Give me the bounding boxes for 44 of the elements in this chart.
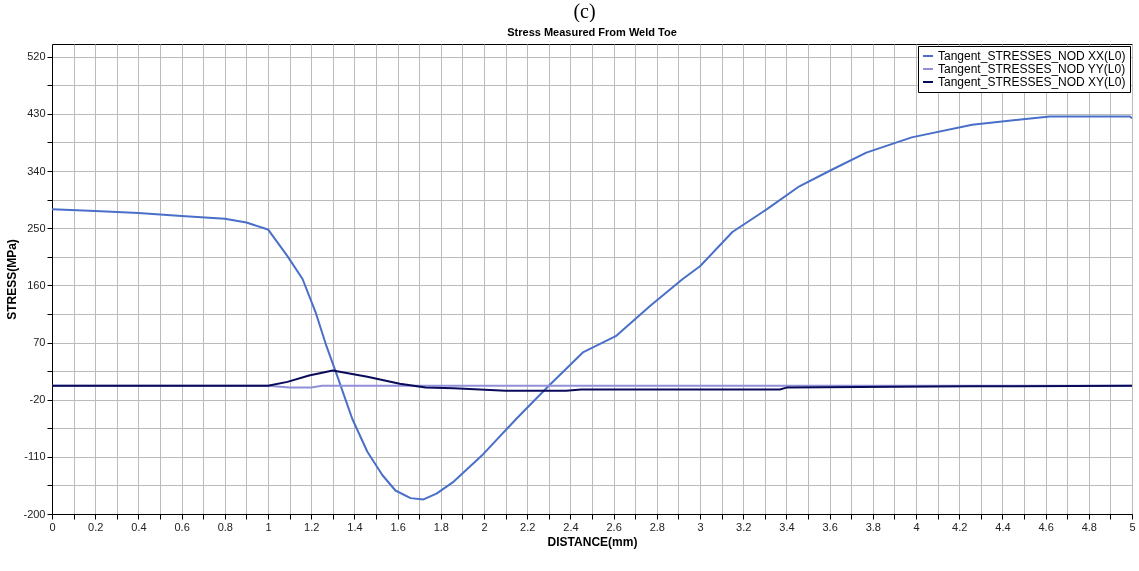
x-tick-label: 3.2	[736, 520, 752, 533]
y-tick-label: 430	[27, 107, 46, 120]
line-series	[52, 369, 1132, 392]
y-tick-label: -20	[29, 393, 46, 406]
x-tick-label: 2	[481, 520, 488, 533]
x-tick-label: 2.8	[649, 520, 665, 533]
y-tick-label: 160	[27, 278, 46, 291]
y-tick-label: 250	[27, 221, 46, 234]
x-tick-label: 5	[1129, 520, 1136, 533]
legend-label: Tangent_STRESSES_NOD XX(L0)	[938, 49, 1126, 63]
y-tick-label: -200	[23, 507, 46, 520]
x-tick-label: 0.4	[131, 520, 147, 533]
chart-title: Stress Measured From Weld Toe	[507, 26, 677, 38]
x-tick-label: 4.4	[995, 520, 1011, 533]
x-tick-label: 0	[49, 520, 56, 533]
x-tick-label: 3.4	[779, 520, 795, 533]
x-tick-label: 1.6	[390, 520, 406, 533]
x-tick-label: 1.4	[347, 520, 363, 533]
x-tick-label: 1.2	[304, 520, 320, 533]
legend-label: Tangent_STRESSES_NOD XY(L0)	[938, 75, 1126, 89]
x-tick-label: 4.8	[1081, 520, 1097, 533]
x-tick-label: 4	[913, 520, 920, 533]
x-tick-label: 4.6	[1038, 520, 1054, 533]
legend-label: Tangent_STRESSES_NOD YY(L0)	[938, 62, 1126, 76]
x-tick-label: 1.8	[433, 520, 449, 533]
y-axis-title: STRESS(MPa)	[5, 239, 20, 320]
x-tick-label: 2.2	[520, 520, 536, 533]
y-tick-label: 340	[27, 164, 46, 177]
y-tick-label: 70	[33, 336, 46, 349]
text: (c)	[572, 0, 597, 22]
x-axis-title: DISTANCE(mm)	[547, 534, 638, 549]
x-tick-label: 1	[265, 520, 272, 533]
line-series	[52, 115, 1132, 501]
x-tick-label: 2.6	[606, 520, 622, 533]
y-tick-label: 520	[27, 50, 46, 63]
x-tick-label: 3.8	[865, 520, 881, 533]
x-tick-label: 0.2	[88, 520, 104, 533]
x-tick-label: 3.6	[822, 520, 838, 533]
x-tick-label: 2.4	[563, 520, 579, 533]
x-tick-label: 4.2	[952, 520, 968, 533]
x-tick-label: 3	[697, 520, 704, 533]
x-tick-label: 0.8	[217, 520, 233, 533]
x-tick-label: 0.6	[174, 520, 190, 533]
y-tick-label: -110	[24, 450, 46, 463]
